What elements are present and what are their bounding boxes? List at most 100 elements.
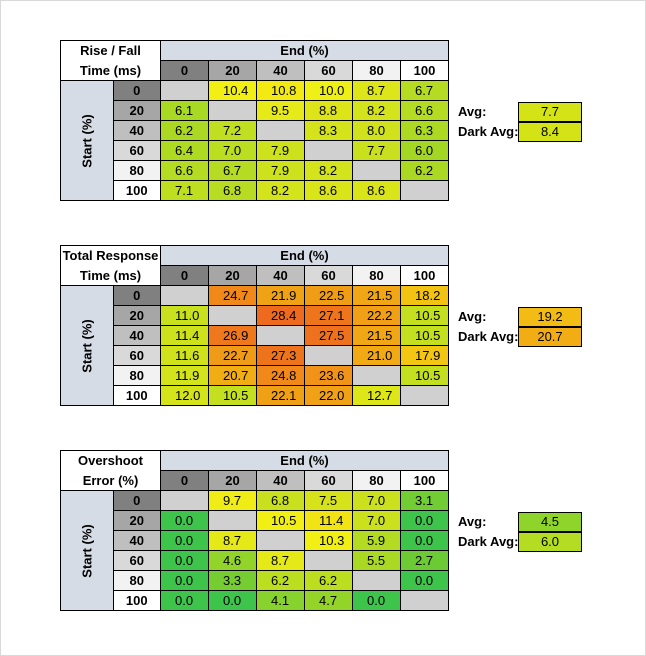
row-header-60: 60: [112, 345, 162, 366]
value-cell: 0.0: [160, 550, 209, 571]
row-header-100: 100: [112, 180, 162, 201]
value-cell: 6.2: [400, 160, 449, 181]
value-cell: 0.0: [208, 590, 257, 611]
value-cell: 0.0: [160, 510, 209, 531]
value-cell: 17.9: [400, 345, 449, 366]
row-header-60: 60: [112, 140, 162, 161]
row-header-40: 40: [112, 325, 162, 346]
diagonal-cell: [400, 180, 449, 201]
diagonal-cell: [352, 570, 401, 591]
value-cell: 8.2: [256, 180, 305, 201]
value-cell: 8.6: [352, 180, 401, 201]
column-header-40: 40: [256, 470, 305, 491]
value-cell: 10.0: [304, 80, 353, 101]
value-cell: 6.8: [256, 490, 305, 511]
diagonal-cell: [400, 385, 449, 406]
table-title-line2: Error (%): [60, 470, 161, 491]
value-cell: 21.5: [352, 325, 401, 346]
value-cell: 7.0: [352, 490, 401, 511]
value-cell: 12.7: [352, 385, 401, 406]
value-cell: 4.6: [208, 550, 257, 571]
column-header-60: 60: [304, 60, 353, 81]
header-row: Total Response End (%): [60, 245, 449, 266]
value-cell: 8.8: [304, 100, 353, 121]
table-row: 40 0.0 8.7 10.3 5.9 0.0: [61, 530, 449, 551]
diagonal-cell: [160, 490, 209, 511]
value-cell: 8.2: [304, 160, 353, 181]
value-cell: 0.0: [160, 570, 209, 591]
table-row: 80 6.6 6.7 7.9 8.2 6.2: [61, 160, 449, 181]
value-cell: 10.4: [208, 80, 257, 101]
diagonal-cell: [208, 305, 257, 326]
column-header-80: 80: [352, 470, 401, 491]
value-cell: 23.6: [304, 365, 353, 386]
value-cell: 27.1: [304, 305, 353, 326]
diagonal-cell: [256, 530, 305, 551]
table-row: Start (%) 0 9.7 6.8 7.5 7.0 3.1: [60, 490, 449, 611]
value-cell: 6.2: [256, 570, 305, 591]
value-cell: 5.9: [352, 530, 401, 551]
start-axis-label: Start (%): [60, 490, 114, 611]
value-cell: 10.5: [256, 510, 305, 531]
value-cell: 11.4: [160, 325, 209, 346]
table-row: 100 7.1 6.8 8.2 8.6 8.6: [61, 180, 449, 201]
table-row: Start (%) 0 24.7 21.9 22.5 21.5 18.2: [60, 285, 449, 406]
diagonal-cell: [160, 285, 209, 306]
value-cell: 6.2: [160, 120, 209, 141]
value-cell: 0.0: [160, 530, 209, 551]
diagonal-cell: [160, 80, 209, 101]
dark-avg-value: 20.7: [518, 327, 582, 347]
value-cell: 0.0: [400, 570, 449, 591]
avg-label: Avg:: [458, 104, 487, 119]
table-row: 100 12.0 10.5 22.1 22.0 12.7: [61, 385, 449, 406]
value-cell: 10.3: [304, 530, 353, 551]
value-cell: 22.2: [352, 305, 401, 326]
column-header-20: 20: [208, 60, 257, 81]
value-cell: 6.7: [208, 160, 257, 181]
end-axis-label: End (%): [160, 450, 449, 471]
value-cell: 6.6: [160, 160, 209, 181]
value-cell: 12.0: [160, 385, 209, 406]
avg-value: 4.5: [518, 512, 582, 532]
diagonal-cell: [304, 345, 353, 366]
diagonal-cell: [400, 590, 449, 611]
end-axis-label: End (%): [160, 245, 449, 266]
value-cell: 7.0: [208, 140, 257, 161]
column-header-100: 100: [400, 265, 449, 286]
value-cell: 11.0: [160, 305, 209, 326]
table-title-line1: Rise / Fall: [60, 40, 161, 61]
column-header-20: 20: [208, 470, 257, 491]
avg-value: 7.7: [518, 102, 582, 122]
table-row: 60 6.4 7.0 7.9 7.7 6.0: [61, 140, 449, 161]
value-cell: 10.5: [400, 325, 449, 346]
row-header-20: 20: [112, 305, 162, 326]
column-header-60: 60: [304, 470, 353, 491]
row-header-100: 100: [112, 590, 162, 611]
value-cell: 8.2: [352, 100, 401, 121]
table-row: Start (%) 0 10.4 10.8 10.0 8.7 6.7: [60, 80, 449, 201]
row-header-40: 40: [112, 530, 162, 551]
avg-label: Avg:: [458, 514, 487, 529]
value-cell: 7.2: [208, 120, 257, 141]
row-header-20: 20: [112, 510, 162, 531]
column-header-40: 40: [256, 265, 305, 286]
value-cell: 22.5: [304, 285, 353, 306]
value-cell: 6.8: [208, 180, 257, 201]
start-axis-text: Start (%): [79, 113, 95, 168]
value-cell: 27.5: [304, 325, 353, 346]
dark-avg-label: Dark Avg:: [458, 534, 519, 549]
value-cell: 11.6: [160, 345, 209, 366]
value-cell: 8.7: [352, 80, 401, 101]
value-cell: 6.3: [400, 120, 449, 141]
table-row: 20 11.0 28.4 27.1 22.2 10.5: [61, 305, 449, 326]
column-header-row: Error (%) 0 20 40 60 80 100: [60, 470, 449, 491]
table-row: 80 11.9 20.7 24.8 23.6 10.5: [61, 365, 449, 386]
dark-avg-label: Dark Avg:: [458, 124, 519, 139]
value-cell: 21.0: [352, 345, 401, 366]
value-cell: 6.6: [400, 100, 449, 121]
table-title-line1: Overshoot: [60, 450, 161, 471]
row-header-40: 40: [112, 120, 162, 141]
value-cell: 8.0: [352, 120, 401, 141]
value-cell: 8.3: [304, 120, 353, 141]
value-cell: 18.2: [400, 285, 449, 306]
